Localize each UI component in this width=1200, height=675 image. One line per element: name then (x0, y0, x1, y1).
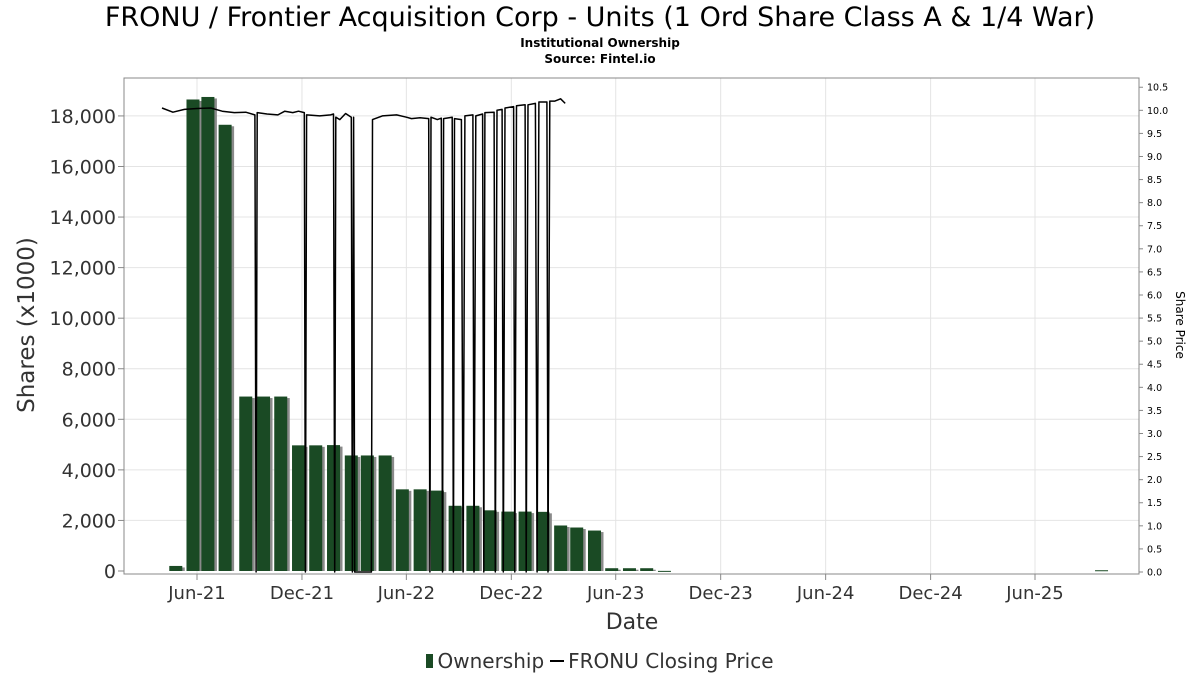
ownership-bar (536, 511, 550, 571)
chart-subtitle: Institutional Ownership (520, 36, 680, 50)
y-axis-ticks: 0 2,000 4,000 6,000 8,000 10,000 12,000 14,000 1… (50, 106, 124, 583)
ownership-bar (640, 568, 654, 571)
chart-source: Source: Fintel.io (544, 52, 656, 66)
y-tick-label: 8,000 (62, 359, 116, 381)
ownership-bars (169, 96, 1109, 572)
x-tick-label: Dec-23 (689, 583, 753, 604)
y-tick-label: 2,000 (62, 510, 116, 532)
y-tick-label: 10,000 (50, 308, 116, 330)
x-tick-label: Jun-22 (377, 583, 436, 604)
ownership-bar (430, 490, 444, 571)
y2-tick-label: 10.0 (1147, 106, 1168, 117)
legend-label-ownership: Ownership (437, 648, 545, 673)
x-tick-label: Dec-22 (479, 583, 543, 604)
y2-tick-label: 10.5 (1147, 83, 1168, 94)
ownership-bar (466, 505, 480, 571)
ownership-bar (518, 511, 532, 571)
ownership-bar (605, 568, 619, 571)
ownership-bar (201, 96, 215, 571)
y2-tick-label: 2.0 (1147, 475, 1162, 486)
y-tick-label: 6,000 (62, 409, 116, 431)
ownership-bar (501, 511, 515, 571)
y2-axis-ticks: 0.0 0.5 1.0 1.5 2.0 2.5 3.0 3.5 4.0 4.5 5.0 5.5 6.0 6… (1139, 83, 1168, 579)
y2-tick-label: 1.0 (1147, 521, 1162, 532)
y2-tick-label: 5.5 (1147, 314, 1162, 325)
ownership-bar (239, 396, 253, 571)
ownership-bar (292, 445, 306, 571)
ownership-bar (448, 505, 462, 571)
chart-title: FRONU / Frontier Acquisition Corp - Unit… (104, 2, 1096, 33)
ownership-bar (395, 489, 409, 571)
y2-tick-label: 3.5 (1147, 406, 1162, 417)
y-tick-label: 4,000 (62, 460, 116, 482)
ownership-bar (257, 396, 271, 571)
y-tick-label: 18,000 (50, 106, 116, 128)
plot-frame (123, 77, 1140, 575)
y-tick-label: 14,000 (50, 207, 116, 229)
legend-swatch-price (550, 659, 565, 662)
y2-tick-label: 8.0 (1147, 198, 1162, 209)
x-tick-label: Jun-25 (1005, 583, 1064, 604)
ownership-bar (622, 568, 636, 571)
ownership-bar (657, 570, 671, 572)
x-axis-label: Date (606, 610, 659, 635)
y-tick-label: 0 (104, 561, 116, 583)
y2-tick-label: 6.0 (1147, 290, 1162, 301)
y2-tick-label: 1.5 (1147, 498, 1162, 509)
y2-tick-label: 4.5 (1147, 360, 1162, 371)
y2-tick-label: 9.5 (1147, 129, 1162, 140)
x-tick-label: Jun-23 (586, 583, 645, 604)
ownership-bar (169, 565, 183, 571)
y2-tick-label: 7.5 (1147, 221, 1162, 232)
ownership-bar (309, 445, 323, 571)
y-tick-label: 12,000 (50, 258, 116, 280)
y2-tick-label: 0.0 (1147, 568, 1162, 579)
y2-axis-label: Share Price (1173, 291, 1187, 359)
y2-tick-label: 0.5 (1147, 544, 1162, 555)
ownership-bar (554, 525, 568, 571)
y2-tick-label: 9.0 (1147, 152, 1162, 163)
x-tick-label: Jun-24 (796, 583, 855, 604)
y-tick-label: 16,000 (50, 156, 116, 178)
y2-tick-label: 5.0 (1147, 337, 1162, 348)
legend-swatch-ownership (426, 653, 434, 668)
ownership-bar (327, 445, 341, 571)
price-line-group (161, 98, 566, 573)
grid (124, 78, 1139, 574)
ownership-bar (483, 510, 497, 571)
ownership-bar (218, 124, 232, 572)
ownership-bar (378, 455, 392, 571)
x-tick-label: Dec-24 (898, 583, 962, 604)
y-axis-label: Shares (x1000) (14, 237, 40, 413)
y2-tick-label: 4.0 (1147, 383, 1162, 394)
y2-tick-label: 6.5 (1147, 267, 1162, 278)
ownership-bar (1095, 570, 1109, 572)
legend-label-price: FRONU Closing Price (568, 648, 774, 673)
y2-tick-label: 2.5 (1147, 452, 1162, 463)
x-tick-label: Dec-21 (270, 583, 334, 604)
ownership-bar (186, 99, 200, 571)
x-tick-label: Jun-21 (167, 583, 226, 604)
ownership-bar (587, 530, 601, 571)
legend: Ownership FRONU Closing Price (0, 647, 1200, 673)
ownership-bar (344, 455, 358, 571)
y2-tick-label: 7.0 (1147, 244, 1162, 255)
price-line (161, 98, 566, 573)
ownership-bar (360, 455, 374, 571)
x-axis-ticks: Jun-21 Dec-21 Jun-22 Dec-22 Jun-23 Dec-23 Jun-… (167, 574, 1064, 604)
y2-tick-label: 3.0 (1147, 429, 1162, 440)
ownership-bar (570, 527, 584, 571)
y2-tick-label: 8.5 (1147, 175, 1162, 186)
ownership-bar (274, 396, 288, 571)
ownership-bar (413, 489, 427, 571)
